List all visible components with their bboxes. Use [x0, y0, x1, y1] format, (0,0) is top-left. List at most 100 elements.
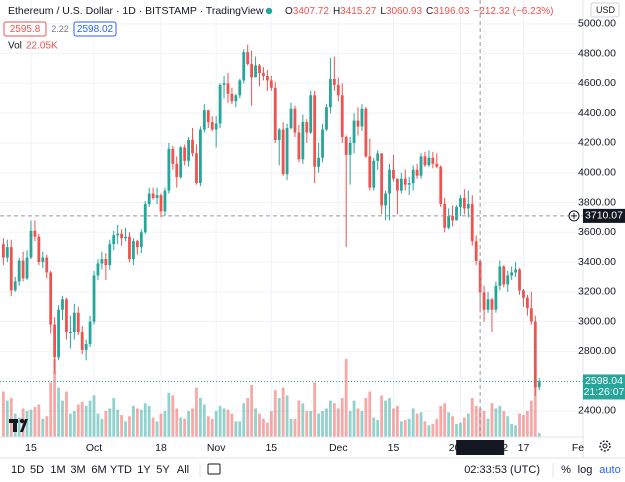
- candle-body: [128, 236, 131, 260]
- volume-bar: [399, 421, 403, 437]
- volume-bar: [155, 421, 159, 437]
- candle-body: [474, 241, 478, 261]
- range-button[interactable]: 1M: [50, 464, 65, 476]
- volume-bar: [329, 400, 332, 437]
- volume-bar: [427, 425, 431, 437]
- candle-body: [147, 193, 151, 204]
- range-button[interactable]: 1Y: [137, 464, 151, 476]
- range-button[interactable]: All: [177, 464, 189, 476]
- candle-body: [68, 332, 72, 334]
- volume-bar: [132, 405, 135, 437]
- volume-bar: [258, 413, 261, 437]
- range-button[interactable]: 1D: [11, 464, 25, 476]
- ask[interactable]: 2598.02: [77, 24, 114, 35]
- range-button[interactable]: 5D: [30, 464, 44, 476]
- volume-bar: [317, 413, 320, 437]
- volume-bar: [242, 403, 246, 437]
- volume-bar: [45, 416, 49, 437]
- candle-body: [104, 259, 108, 266]
- volume-bar: [439, 405, 443, 437]
- candle-body: [187, 139, 190, 161]
- volume-bar: [135, 408, 139, 437]
- bid-box[interactable]: [3, 21, 47, 37]
- volume-bar: [388, 398, 391, 437]
- volume-bar: [415, 413, 419, 437]
- volume-bar: [301, 403, 305, 437]
- range-button[interactable]: YTD: [110, 464, 132, 476]
- candle-body: [9, 247, 13, 291]
- candle-body: [372, 160, 376, 188]
- y-tick-label: 4200.00: [578, 137, 616, 149]
- x-tick-label: 18: [155, 442, 167, 454]
- volume-bar: [210, 418, 214, 437]
- candle-body: [376, 153, 380, 161]
- scale-button[interactable]: %: [561, 464, 571, 476]
- volume-bar: [104, 411, 108, 437]
- candle-body: [246, 52, 250, 65]
- candle-body: [384, 193, 387, 206]
- candle-body: [226, 83, 230, 94]
- candle-body: [53, 324, 57, 358]
- scale-button[interactable]: log: [578, 464, 593, 476]
- candle-body: [360, 108, 364, 127]
- candle-body: [72, 312, 76, 333]
- candle-body: [506, 275, 510, 285]
- settings-icon[interactable]: [599, 440, 611, 452]
- volume-bar: [482, 411, 486, 437]
- x-tick-label: 17: [518, 442, 530, 454]
- candle-body: [321, 129, 324, 158]
- volume-bar: [273, 390, 277, 437]
- candle-body: [364, 108, 368, 157]
- candle-body: [522, 290, 525, 298]
- volume-bar: [88, 400, 92, 437]
- volume-bar: [506, 416, 510, 437]
- range-button[interactable]: 3M: [70, 464, 85, 476]
- volume-bar: [533, 378, 537, 437]
- range-button[interactable]: 6M: [91, 464, 106, 476]
- volume-bar: [285, 395, 289, 437]
- candle-body: [309, 95, 313, 133]
- ohlc-letter: H: [333, 6, 340, 17]
- range-button[interactable]: 5Y: [156, 464, 170, 476]
- scale-button[interactable]: auto: [599, 464, 620, 476]
- volume-bar: [313, 382, 317, 437]
- candle-body: [529, 308, 533, 322]
- candle-body: [41, 257, 45, 263]
- volume-bar: [380, 395, 384, 437]
- candle-body: [313, 95, 317, 167]
- currency[interactable]: USD: [596, 5, 616, 15]
- candle-body: [352, 120, 356, 143]
- compare-icon[interactable]: [207, 463, 221, 475]
- candle-body: [451, 215, 454, 221]
- currency-box[interactable]: [590, 2, 620, 18]
- add-alert-icon-plus[interactable]: [571, 212, 577, 219]
- chart-title: Ethereum / U.S. Dollar · 1D · BITSTAMP ·…: [8, 5, 264, 17]
- candle-body: [482, 292, 486, 310]
- volume-bar: [128, 416, 131, 437]
- candle-body: [336, 84, 340, 96]
- volume-bar: [360, 411, 364, 437]
- volume-bar: [309, 411, 313, 437]
- logo: [9, 418, 28, 432]
- ohlc-value: 3196.03: [433, 6, 470, 17]
- candle-body: [21, 260, 25, 279]
- y-tick-label: 4400.00: [578, 107, 616, 119]
- bid[interactable]: 2595.8: [10, 24, 41, 35]
- ask-box[interactable]: [73, 21, 117, 37]
- candle-body: [80, 332, 84, 350]
- volume-bar: [226, 409, 230, 437]
- volume-bar: [179, 417, 183, 437]
- volume-bar: [364, 398, 368, 437]
- candle-body: [120, 233, 123, 239]
- candle-body: [5, 247, 9, 258]
- ohlc-legend: O3407.72 H3415.27 L3060.93 C3196.03 −212.32 …: [285, 6, 554, 17]
- y-tick-label: 3800.00: [578, 196, 616, 208]
- candle-body: [459, 198, 462, 207]
- candle-body: [234, 95, 238, 102]
- volume-bar: [124, 421, 127, 437]
- y-tick-label: 4600.00: [578, 77, 616, 89]
- volume-bar: [447, 412, 451, 437]
- volume-bar: [262, 418, 265, 437]
